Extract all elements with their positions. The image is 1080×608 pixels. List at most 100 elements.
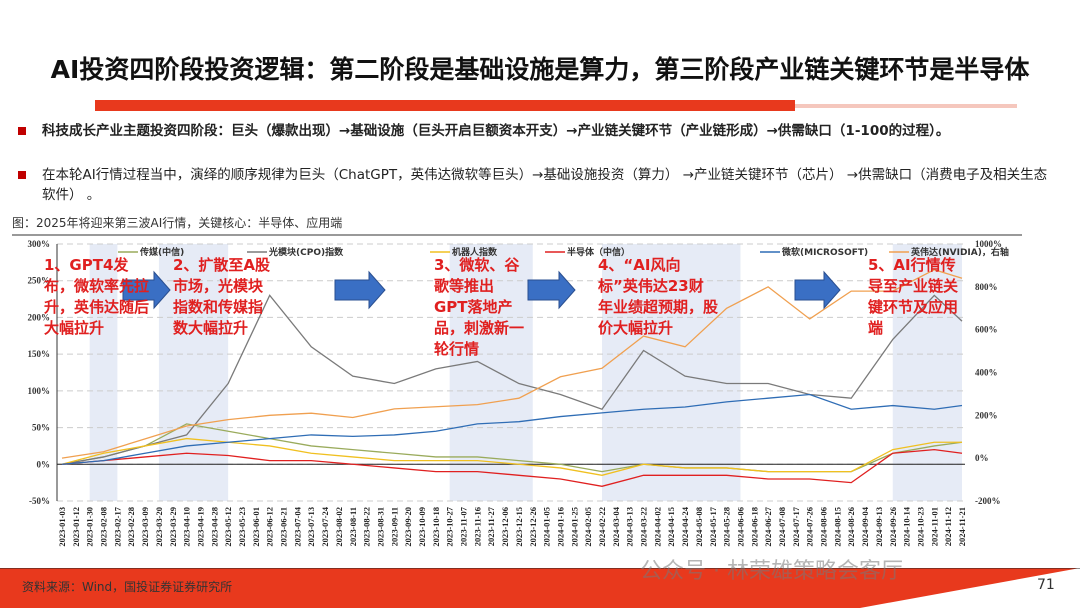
shaded-period: [158, 244, 229, 501]
y-right-tick-label: 200%: [975, 410, 998, 420]
page-title: AI投资四阶段投资逻辑：第二阶段是基础设施是算力，第三阶段产业链关键环节是半导体: [50, 55, 1030, 84]
series-line: [61, 393, 963, 465]
x-tick-label: 2023-02-17: [112, 506, 122, 546]
x-tick-label: 2024-03-13: [625, 507, 635, 547]
x-tick-label: 2024-07-26: [805, 507, 815, 547]
x-tick-label: 2024-04-02: [652, 507, 662, 547]
y-left-tick-label: 50%: [32, 423, 50, 433]
x-tick-label: 2024-09-13: [874, 507, 884, 547]
x-tick-label: 2023-12-15: [514, 507, 524, 547]
x-tick-label: 2024-11-12: [943, 507, 953, 546]
x-tick-label: 2023-11-16: [472, 507, 482, 546]
x-tick-label: 2024-04-24: [680, 506, 690, 546]
x-tick-label: 2024-04-15: [666, 507, 676, 547]
x-tick-label: 2024-05-17: [708, 506, 718, 546]
x-tick-label: 2024-08-06: [819, 507, 829, 547]
series-line: [61, 294, 963, 465]
x-tick-label: 2023-05-23: [237, 507, 247, 547]
bullet-square-icon: [18, 171, 26, 179]
series-line: [61, 269, 963, 459]
x-tick-label: 2024-02-05: [583, 507, 593, 547]
source-note: 资料来源：Wind，国投证券证券研究所: [22, 580, 233, 594]
shaded-period: [602, 244, 741, 501]
shaded-period: [892, 244, 962, 501]
x-tick-label: 2024-05-08: [694, 507, 704, 547]
annotation-4: 4、“AI风向标”英伟达23财年业绩超预期，股价大幅拉升: [598, 256, 719, 337]
y-right-tick-label: 0%: [975, 453, 989, 463]
y-right-tick-label: 400%: [975, 368, 998, 378]
x-tick-label: 2023-08-02: [334, 507, 344, 547]
x-tick-label: 2023-08-22: [362, 507, 372, 547]
x-tick-label: 2024-09-26: [888, 507, 898, 547]
x-tick-label: 2023-09-11: [389, 507, 399, 546]
legend-label: 微软(MICROSOFT): [781, 246, 868, 258]
x-tick-label: 2023-02-08: [99, 507, 109, 547]
x-tick-label: 2023-07-24: [320, 506, 330, 546]
y-left-tick-label: 200%: [28, 312, 51, 322]
x-tick-label: 2023-06-21: [279, 507, 289, 547]
x-tick-label: 2024-01-25: [569, 507, 579, 547]
x-tick-label: 2024-10-14: [902, 506, 912, 546]
x-tick-label: 2024-06-18: [749, 507, 759, 547]
x-tick-label: 2024-08-26: [846, 507, 856, 547]
x-tick-label: 2023-12-26: [528, 507, 538, 547]
x-tick-label: 2023-03-09: [140, 507, 150, 547]
arrow-right-icon: [527, 270, 576, 310]
x-tick-label: 2023-06-01: [251, 507, 261, 547]
y-right-tick-label: 1000%: [975, 239, 1002, 249]
bullet-text: 在本轮AI行情过程当中，演绎的顺序规律为巨头（ChatGPT，英伟达微软等巨头）…: [42, 167, 1048, 203]
line-chart: 300% 250% 200% 150% 100% 50% 0% -50% 1000% 800% 60…: [28, 239, 1009, 547]
figure-caption: 图：2025年将迎来第三波AI行情，关键核心：半导体、应用端: [12, 216, 343, 230]
x-tick-label: 2023-01-30: [85, 507, 95, 547]
x-tick-label: 2023-11-27: [486, 506, 496, 546]
arrow-right-icon: [794, 270, 841, 310]
x-tick-label: 2023-06-12: [265, 507, 275, 547]
x-tick-label: 2023-08-31: [375, 507, 385, 547]
x-tick-label: 2024-01-16: [555, 507, 565, 547]
y-right-tick-label: 800%: [975, 282, 998, 292]
legend-label: 英伟达(NVIDIA)，右轴: [910, 246, 1009, 258]
x-tick-label: 2024-03-04: [611, 506, 621, 546]
annotation-2: 2、扩散至A股市场，光模块指数和传媒指数大幅拉升: [173, 256, 271, 337]
x-tick-label: 2024-11-01: [929, 507, 939, 546]
annotation-5: 5、AI行情传导至产业链关键环节及应用端: [868, 256, 959, 337]
arrow-right-icon: [334, 270, 386, 310]
y-right-tick-label: 600%: [975, 325, 998, 335]
x-tick-label: 2023-01-12: [71, 507, 81, 547]
series-line: [61, 437, 962, 476]
x-tick-label: 2023-03-20: [154, 507, 164, 547]
x-tick-label: 2023-07-13: [306, 507, 316, 547]
annotation-3: 3、微软、谷歌等推出GPT落地产品，刺激新一轮行情: [434, 256, 525, 358]
x-tick-label: 2024-05-28: [722, 507, 732, 547]
x-tick-label: 2023-09-20: [403, 507, 413, 547]
x-tick-label: 2024-01-05: [542, 507, 552, 547]
x-tick-label: 2023-03-29: [168, 507, 178, 547]
page-number: 71: [1037, 577, 1055, 593]
x-tick-label: 2024-11-21: [957, 507, 967, 546]
title-underline: [95, 100, 795, 111]
x-tick-label: 2024-02-22: [597, 507, 607, 547]
bullet-text: 科技成长产业主题投资四阶段：巨头（爆款出现）→基础设施（巨头开启巨额资本开支）→…: [42, 123, 950, 139]
legend-label: 半导体（中信）: [567, 246, 630, 258]
x-tick-label: 2023-10-09: [417, 507, 427, 547]
x-tick-label: 2023-04-10: [182, 507, 192, 547]
x-tick-label: 2024-06-27: [763, 506, 773, 546]
x-tick-label: 2023-07-04: [292, 506, 302, 546]
x-tick-label: 2024-10-23: [915, 507, 925, 547]
x-tick-label: 2023-01-03: [57, 507, 67, 547]
y-left-tick-label: -50%: [29, 496, 50, 506]
y-left-tick-label: 150%: [28, 349, 51, 359]
x-tick-label: 2023-05-12: [223, 507, 233, 547]
title-underline-light: [795, 104, 1017, 108]
watermark: 公众号 · 林荣雄策略会客厅: [640, 559, 903, 584]
y-left-tick-label: 300%: [28, 239, 51, 249]
x-tick-label: 2023-08-11: [348, 507, 358, 546]
x-tick-label: 2023-02-28: [126, 507, 136, 547]
bullet-square-icon: [18, 127, 26, 135]
x-tick-label: 2024-07-17: [791, 506, 801, 546]
x-tick-label: 2023-10-27: [445, 506, 455, 546]
y-right-tick-label: -200%: [975, 496, 1001, 506]
annotation-1: 1、GPT4发布，微软率先拉升，英伟达随后大幅拉升: [44, 256, 150, 337]
legend-label: 机器人指数: [452, 246, 498, 258]
y-left-tick-label: 100%: [28, 386, 51, 396]
